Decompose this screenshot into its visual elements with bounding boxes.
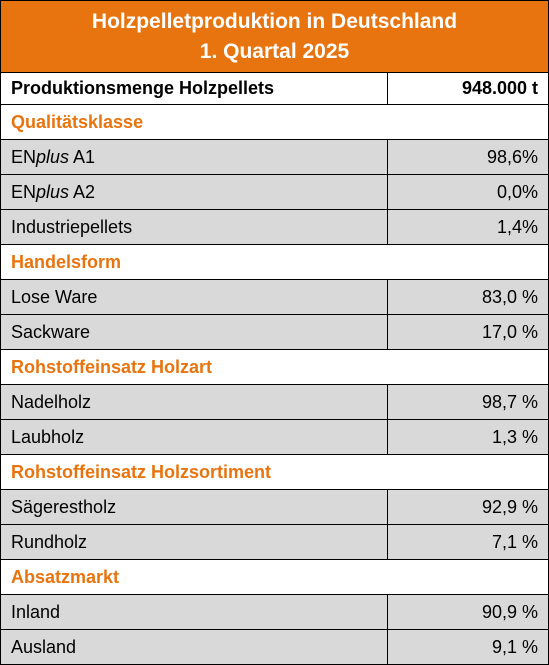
row-label: ENplus A2 (1, 175, 388, 209)
row-label: Sackware (1, 315, 388, 349)
section-header: Absatzmarkt (1, 560, 548, 595)
label-part: A1 (69, 146, 96, 167)
total-label: Produktionsmenge Holzpellets (1, 73, 388, 104)
data-row: Industriepellets 1,4% (1, 210, 548, 245)
data-row: Rundholz 7,1 % (1, 525, 548, 560)
row-value: 98,6% (486, 146, 538, 167)
label-text: ENplus A2 (11, 182, 95, 203)
section-header: Rohstoffeinsatz Holzsortiment (1, 455, 548, 490)
row-value: 17,0 % (481, 321, 538, 342)
row-label: Ausland (1, 630, 388, 664)
data-row: ENplus A1 98,6% (1, 140, 548, 175)
row-value: 92,9 % (481, 496, 538, 517)
row-value: 90,9 % (481, 601, 538, 622)
label-part: EN (11, 146, 37, 167)
total-value: 948.000 t (461, 78, 538, 98)
row-label: Laubholz (1, 420, 388, 454)
section-header: Qualitätsklasse (1, 105, 548, 140)
total-row: Produktionsmenge Holzpellets 948.000 t (1, 73, 548, 105)
row-label: Industriepellets (1, 210, 388, 244)
title-line: Holzpelletproduktion in Deutschland (91, 9, 458, 33)
row-value: 1,3 % (491, 426, 538, 447)
row-label: Sägerestholz (1, 490, 388, 524)
row-value: 7,1 % (491, 531, 538, 552)
data-row: Nadelholz 98,7 % (1, 385, 548, 420)
title-line: 1. Quartal 2025 (199, 39, 350, 63)
data-row: Sackware 17,0 % (1, 315, 548, 350)
data-row: Laubholz 1,3 % (1, 420, 548, 455)
row-label: ENplus A1 (1, 140, 388, 174)
row-label: Lose Ware (1, 280, 388, 314)
label-part: A2 (69, 181, 96, 202)
data-row: Lose Ware 83,0 % (1, 280, 548, 315)
row-value: 9,1 % (491, 636, 538, 657)
row-label: Nadelholz (1, 385, 388, 419)
data-row: Ausland 9,1 % (1, 630, 548, 665)
section-header: Handelsform (1, 245, 548, 280)
row-label: Inland (1, 595, 388, 629)
title-header: Holzpelletproduktion in Deutschland 1. Qu… (1, 1, 548, 73)
row-value: 98,7 % (481, 391, 538, 412)
label-part: EN (11, 181, 37, 202)
label-part: plus (36, 146, 70, 167)
row-value: 1,4% (496, 216, 538, 237)
data-row: ENplus A2 0,0% (1, 175, 548, 210)
row-value: 0,0% (496, 181, 538, 202)
row-label: Rundholz (1, 525, 388, 559)
section-header: Rohstoffeinsatz Holzart (1, 350, 548, 385)
data-row: Sägerestholz 92,9 % (1, 490, 548, 525)
label-part: plus (36, 181, 70, 202)
row-value: 83,0 % (481, 286, 538, 307)
label-text: ENplus A1 (11, 147, 95, 168)
data-row: Inland 90,9 % (1, 595, 548, 630)
